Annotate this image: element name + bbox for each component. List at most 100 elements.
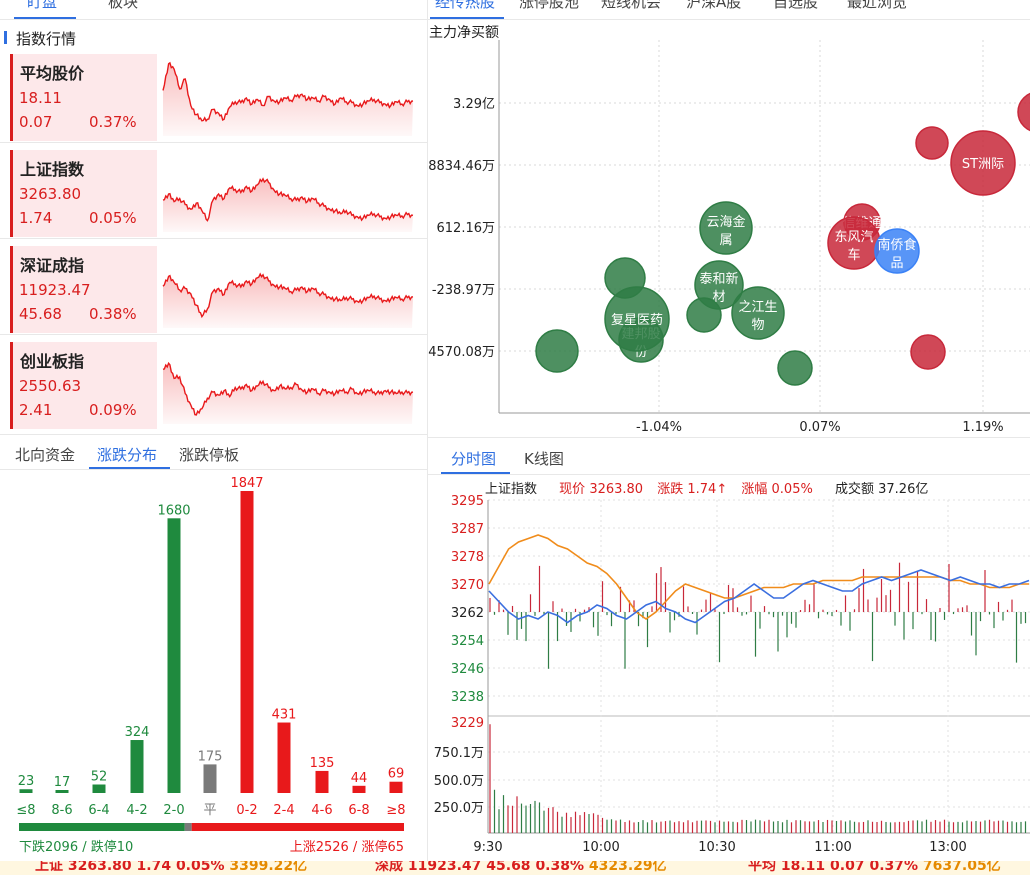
vertical-divider xyxy=(427,0,428,861)
index-sparkline xyxy=(162,361,414,424)
tab-recent[interactable]: 最近浏览 xyxy=(847,0,908,11)
tab-limit-board[interactable]: 涨跌停板 xyxy=(179,446,240,464)
divider xyxy=(0,434,427,435)
index-card[interactable]: 深证成指 11923.47 45.68 0.38% xyxy=(10,246,157,333)
tab-hot-stocks[interactable]: 经传热股 xyxy=(435,0,496,11)
bubble[interactable] xyxy=(874,228,920,274)
distribution-bar xyxy=(55,790,69,793)
distribution-category: 2-4 xyxy=(273,803,294,818)
bubble-label: 泰和新材 xyxy=(699,271,738,305)
bubble[interactable] xyxy=(731,286,785,340)
pct-value: 0.05% xyxy=(771,482,813,497)
ticker-amount: 4323.29亿 xyxy=(588,861,667,874)
time-x-tick: 9:30 xyxy=(473,840,502,855)
distribution-category: 4-6 xyxy=(311,803,332,818)
tab-watchlist[interactable]: 自选股 xyxy=(773,0,819,11)
index-sparkline xyxy=(162,272,414,328)
tab-limit-up-pool[interactable]: 涨停股池 xyxy=(519,0,580,11)
distribution-bar xyxy=(352,785,366,793)
change-label: 涨跌 xyxy=(657,482,684,497)
tab-sector[interactable]: 板块 xyxy=(108,0,139,11)
bubble[interactable] xyxy=(535,329,579,373)
bubble[interactable] xyxy=(910,334,946,370)
ticker-value: 3263.80 xyxy=(67,861,132,874)
bubble[interactable] xyxy=(686,297,722,333)
tab-watch[interactable]: 盯盘 xyxy=(27,0,58,11)
distribution-value: 135 xyxy=(310,756,335,771)
divider xyxy=(0,334,427,335)
sparkline-area xyxy=(163,178,413,232)
price-y-tick: 3278 xyxy=(451,550,484,565)
time-x-tick: 10:00 xyxy=(582,840,619,855)
distribution-category: 2-0 xyxy=(163,803,184,818)
ticker-item[interactable]: 深成 11923.47 45.68 0.38% 4323.29亿 xyxy=(375,861,667,875)
right-top-tabs: 经传热股 涨停股池 短线机会 沪深A股 自选股 最近浏览 xyxy=(428,0,1030,19)
tab-northbound[interactable]: 北向资金 xyxy=(15,446,76,464)
ticker-amount: 7637.05亿 xyxy=(922,861,1001,874)
ticker-item[interactable]: 上证 3263.80 1.74 0.05% 3399.22亿 xyxy=(35,861,307,875)
divider xyxy=(428,19,1030,20)
bubble-label: 复星医药 xyxy=(611,313,663,328)
index-change: 45.68 xyxy=(19,305,62,323)
distribution-value: 1680 xyxy=(157,503,190,518)
ticker-pct: 0.05% xyxy=(175,861,225,874)
index-card[interactable]: 平均股价 18.11 0.07 0.37% xyxy=(10,54,157,141)
down-ratio-bar xyxy=(19,823,185,831)
price-label: 现价 xyxy=(559,482,586,497)
sparkline-area xyxy=(163,62,413,136)
distribution-bar xyxy=(92,784,106,793)
bubble[interactable] xyxy=(915,126,949,160)
ticker-pct: 0.37% xyxy=(869,861,919,874)
tab-distribution-underline xyxy=(89,467,170,469)
distribution-value: 69 xyxy=(388,767,405,782)
tab-short-term[interactable]: 短线机会 xyxy=(601,0,662,11)
bubble-y-tick: -4570.08万 xyxy=(428,345,495,360)
bubble[interactable] xyxy=(604,286,670,352)
sparkline-area xyxy=(163,363,413,424)
index-change: 1.74 xyxy=(19,209,53,227)
price-y-tick: 3270 xyxy=(451,578,484,593)
flat-ratio-bar xyxy=(184,823,192,831)
ticker-change: 0.07 xyxy=(830,861,865,874)
volume-y-tick: 500.0万 xyxy=(434,774,484,789)
index-name: 深证成指 xyxy=(20,256,85,275)
tab-a-shares[interactable]: 沪深A股 xyxy=(686,0,742,11)
divider xyxy=(0,19,427,20)
bubble[interactable] xyxy=(950,130,1016,196)
tab-kline[interactable]: K线图 xyxy=(524,450,564,468)
bubble-label: 云海金属 xyxy=(706,214,745,248)
price-y-tick: 3246 xyxy=(451,662,484,677)
index-card[interactable]: 上证指数 3263.80 1.74 0.05% xyxy=(10,150,157,237)
tab-distribution[interactable]: 涨跌分布 xyxy=(97,446,158,464)
index-sparkline xyxy=(162,177,414,232)
amount-value: 37.26亿 xyxy=(878,482,929,497)
time-x-tick: 11:00 xyxy=(814,840,851,855)
distribution-category: 0-2 xyxy=(236,803,257,818)
ticker-change: 45.68 xyxy=(486,861,531,874)
bubble-x-tick: 0.07% xyxy=(799,420,840,435)
ticker-pct: 0.38% xyxy=(535,861,585,874)
footer-ticker: 上证 3263.80 1.74 0.05% 3399.22亿 深成 11923.4… xyxy=(0,861,1030,875)
tab-intraday-underline xyxy=(441,472,510,474)
index-name: 创业板指 xyxy=(20,352,85,371)
index-pct: 0.05% xyxy=(89,209,137,227)
distribution-value: 175 xyxy=(198,749,223,764)
ticker-item[interactable]: 平均 18.11 0.07 0.37% 7637.05亿 xyxy=(748,861,1001,875)
index-card[interactable]: 创业板指 2550.63 2.41 0.09% xyxy=(10,342,157,429)
sparkline-area xyxy=(163,274,413,328)
bubble[interactable] xyxy=(699,201,753,255)
distribution-bar xyxy=(203,764,217,793)
distribution-bar xyxy=(167,518,181,793)
sparkline-line xyxy=(162,361,414,416)
bubble-label: 东风汽车 xyxy=(834,230,873,263)
distribution-value: 52 xyxy=(91,769,108,784)
distribution-category: 6-4 xyxy=(88,803,109,818)
bubble[interactable] xyxy=(777,350,813,386)
index-value: 18.11 xyxy=(19,89,62,107)
bubble[interactable] xyxy=(1017,92,1030,132)
sparkline-line xyxy=(162,272,414,319)
price-y-tick: 3238 xyxy=(451,690,484,705)
tab-intraday[interactable]: 分时图 xyxy=(451,450,497,468)
price-value: 3263.80 xyxy=(589,482,644,497)
price-y-tick: 3295 xyxy=(451,494,484,509)
